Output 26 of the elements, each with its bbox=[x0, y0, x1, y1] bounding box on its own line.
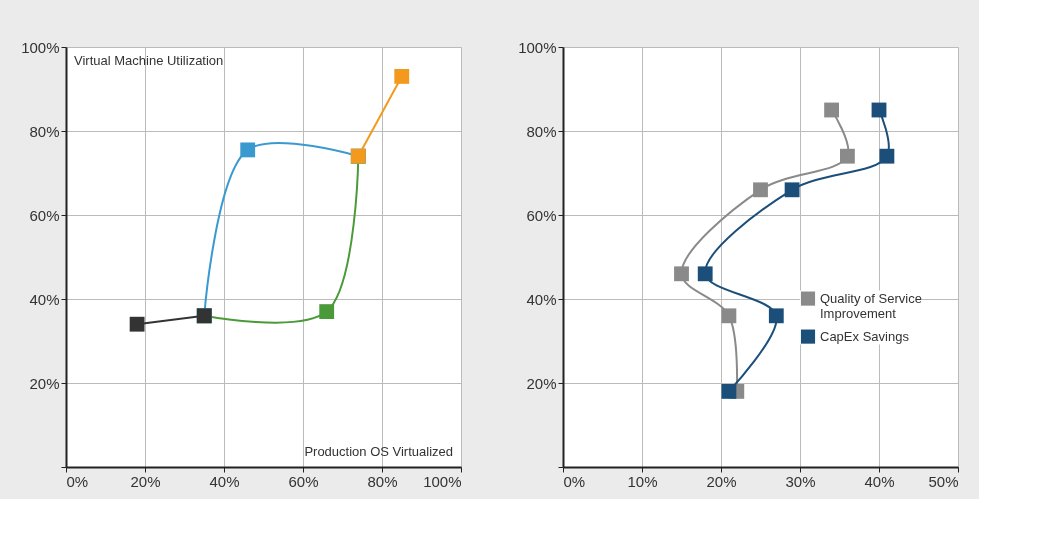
y-tick-label: 100% bbox=[21, 38, 60, 56]
x-tick-label: 0% bbox=[66, 472, 89, 490]
x-tick-label: 50% bbox=[928, 472, 959, 490]
x-axis-title: Production OS Virtualized bbox=[304, 444, 453, 459]
x-tick-label: 40% bbox=[209, 472, 240, 490]
x-tick-label: 40% bbox=[864, 472, 895, 490]
legend-label: Quality of Service Improvement bbox=[820, 290, 922, 321]
x-tick-label: 20% bbox=[130, 472, 161, 490]
y-tick-label: 40% bbox=[526, 290, 557, 308]
x-tick-label: 20% bbox=[706, 472, 737, 490]
y-tick-label: 80% bbox=[29, 122, 60, 140]
x-tick-label: 80% bbox=[367, 472, 398, 490]
y-tick-label: 20% bbox=[29, 374, 60, 392]
x-tick-label: 30% bbox=[785, 472, 816, 490]
y-tick-label: 80% bbox=[526, 122, 557, 140]
y-tick-label: 20% bbox=[526, 374, 557, 392]
y-tick-label: 60% bbox=[29, 206, 60, 224]
legend-label: CapEx Savings bbox=[820, 328, 910, 344]
y-tick-label: 40% bbox=[29, 290, 60, 308]
x-tick-label: 60% bbox=[288, 472, 319, 490]
x-tick-label: 100% bbox=[423, 472, 462, 490]
x-tick-label: 10% bbox=[627, 472, 658, 490]
y-tick-label: 100% bbox=[518, 38, 557, 56]
x-tick-label: 0% bbox=[563, 472, 586, 490]
y-axis-title: Virtual Machine Utilization bbox=[74, 53, 224, 68]
y-tick-label: 60% bbox=[526, 206, 557, 224]
